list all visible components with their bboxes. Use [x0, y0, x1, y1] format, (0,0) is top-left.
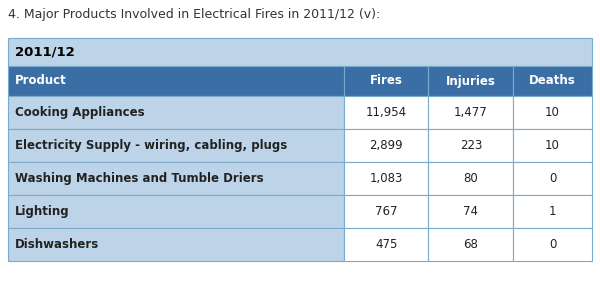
Text: 475: 475 — [375, 238, 397, 251]
Bar — [344, 66, 428, 96]
Bar — [344, 195, 428, 228]
Text: 2011/12: 2011/12 — [15, 45, 75, 58]
Bar — [8, 228, 344, 261]
Text: 1: 1 — [549, 205, 556, 218]
Text: Injuries: Injuries — [446, 75, 496, 88]
Text: Dishwashers: Dishwashers — [15, 238, 99, 251]
Text: 80: 80 — [463, 172, 478, 185]
Bar — [513, 66, 592, 96]
Text: Lighting: Lighting — [15, 205, 70, 218]
Text: 10: 10 — [545, 139, 560, 152]
Text: Cooking Appliances: Cooking Appliances — [15, 106, 145, 119]
Bar — [428, 129, 513, 162]
Bar — [513, 228, 592, 261]
Text: 2,899: 2,899 — [370, 139, 403, 152]
Bar — [428, 228, 513, 261]
Bar — [513, 96, 592, 129]
Text: 1,083: 1,083 — [370, 172, 403, 185]
Text: 68: 68 — [463, 238, 478, 251]
Text: 74: 74 — [463, 205, 478, 218]
Bar — [344, 96, 428, 129]
Bar — [8, 162, 344, 195]
Text: 11,954: 11,954 — [365, 106, 407, 119]
Text: Fires: Fires — [370, 75, 403, 88]
Text: Electricity Supply - wiring, cabling, plugs: Electricity Supply - wiring, cabling, pl… — [15, 139, 287, 152]
Bar — [344, 129, 428, 162]
Bar — [344, 162, 428, 195]
Bar — [8, 66, 344, 96]
Text: 10: 10 — [545, 106, 560, 119]
Bar — [344, 228, 428, 261]
Text: Product: Product — [15, 75, 67, 88]
Bar — [513, 162, 592, 195]
Text: Deaths: Deaths — [529, 75, 576, 88]
Bar — [513, 195, 592, 228]
Text: 0: 0 — [549, 172, 556, 185]
Text: Washing Machines and Tumble Driers: Washing Machines and Tumble Driers — [15, 172, 263, 185]
Text: 767: 767 — [375, 205, 397, 218]
Bar — [8, 129, 344, 162]
Text: 0: 0 — [549, 238, 556, 251]
Text: 223: 223 — [460, 139, 482, 152]
Bar — [428, 96, 513, 129]
Bar — [428, 195, 513, 228]
Bar — [513, 129, 592, 162]
Bar — [8, 195, 344, 228]
Bar — [8, 38, 592, 66]
Bar — [428, 66, 513, 96]
Text: 4. Major Products Involved in Electrical Fires in 2011/12 (v):: 4. Major Products Involved in Electrical… — [8, 8, 380, 21]
Bar — [8, 96, 344, 129]
Bar — [428, 162, 513, 195]
Text: 1,477: 1,477 — [454, 106, 488, 119]
